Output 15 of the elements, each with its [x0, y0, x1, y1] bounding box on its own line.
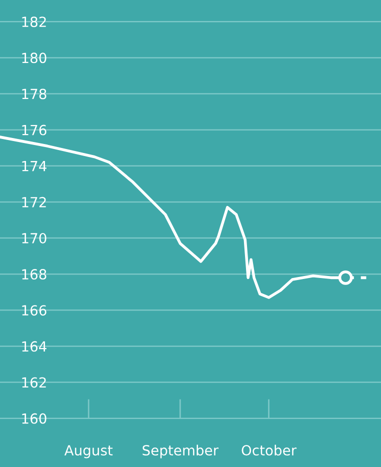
y-tick-label: 170 — [22, 232, 46, 244]
y-tick-label: 172 — [22, 196, 46, 208]
y-tick-label: 162 — [22, 377, 46, 388]
x-tick-label: October — [242, 444, 297, 456]
y-tick-label: 178 — [22, 88, 46, 100]
x-tick-label: September — [142, 444, 219, 458]
y-tick-label: 182 — [22, 16, 46, 28]
x-tick-label: August — [64, 445, 113, 458]
y-tick-label: 168 — [22, 269, 46, 280]
y-tick-label: 166 — [22, 305, 46, 316]
y-tick-label: 174 — [22, 161, 46, 172]
y-tick-label: 176 — [22, 124, 46, 136]
y-tick-label: 180 — [22, 52, 46, 64]
y-tick-label: 160 — [22, 413, 46, 424]
y-tick-label: 164 — [22, 341, 46, 352]
